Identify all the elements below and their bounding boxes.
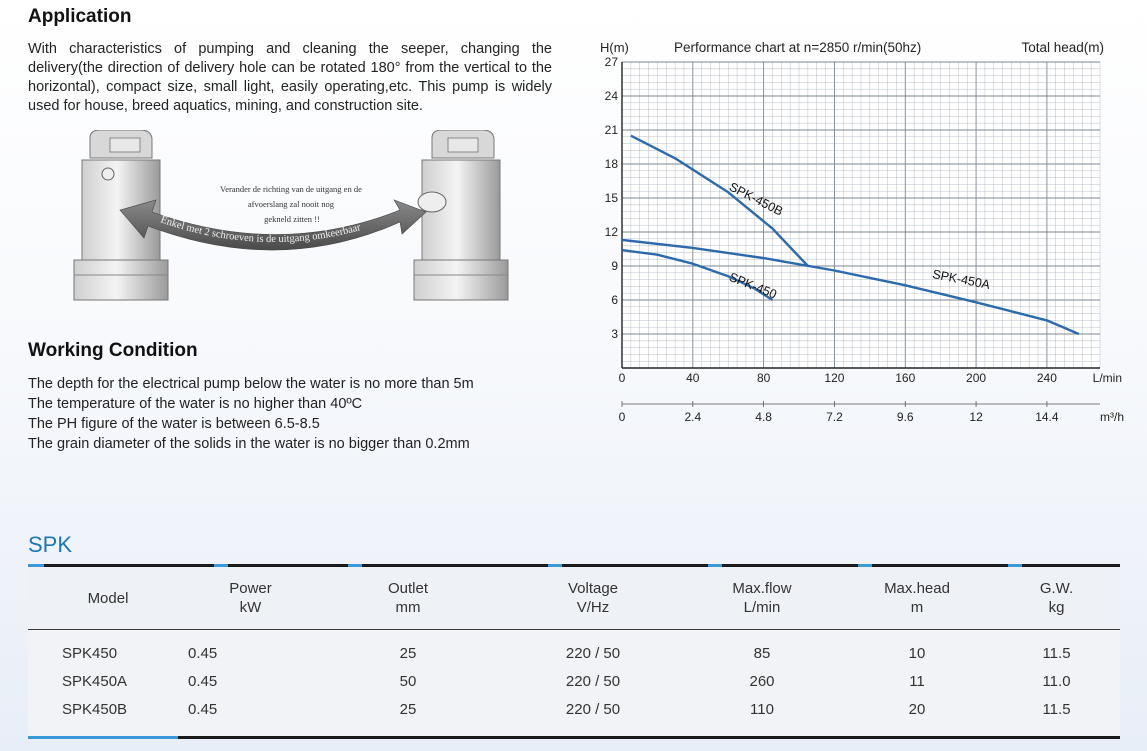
cell-model: SPK450 xyxy=(62,644,118,662)
col-max-head: Max.head m xyxy=(884,580,950,616)
pump-illustration: Enkel met 2 schroeven is de uitgang omke… xyxy=(73,130,509,301)
y-tick-label: 9 xyxy=(611,259,618,273)
cell-power: 0.45 xyxy=(188,644,218,662)
col-voltage: Voltage V/Hz xyxy=(567,580,619,616)
working-item: The PH figure of the water is between 6.… xyxy=(28,416,320,432)
note-line-3: gekneld zitten !! xyxy=(264,214,320,224)
col-power: Power kW xyxy=(229,580,272,616)
col-gw: G.W. kg xyxy=(1039,580,1074,616)
cell-model: SPK450B xyxy=(62,700,128,718)
cell-gw: 11.0 xyxy=(1042,672,1071,690)
x-tick-label: 0 xyxy=(619,371,626,385)
y-tick-label: 27 xyxy=(605,55,619,69)
working-item: The grain diameter of the solids in the … xyxy=(28,436,470,452)
y-tick-label: 24 xyxy=(605,89,619,103)
x-tick-label: 80 xyxy=(757,371,771,385)
series-line-spk-450 xyxy=(621,248,774,302)
table-header-band xyxy=(28,567,1120,629)
table-title: SPK xyxy=(28,532,73,557)
cell-voltage: 220 / 50 xyxy=(565,672,621,690)
y-tick-label: 18 xyxy=(605,157,619,171)
cell-gw: 11.5 xyxy=(1042,700,1071,718)
chart-title: Performance chart at n=2850 r/min(50hz) xyxy=(674,40,921,55)
cell-outlet: 25 xyxy=(399,700,417,718)
x2-tick-label: 4.8 xyxy=(755,410,772,424)
cell-max-flow: 85 xyxy=(753,644,771,662)
table-header-row: Model Power kW Outlet mm Voltage V/Hz Max.f… xyxy=(28,567,1120,629)
x2-axis-label: m³/h xyxy=(1100,410,1124,424)
pump-right-image xyxy=(413,130,509,301)
cell-voltage: 220 / 50 xyxy=(565,644,621,662)
cell-voltage: 220 / 50 xyxy=(565,700,621,718)
cell-max-head: 20 xyxy=(908,700,926,718)
y-tick-label: 3 xyxy=(611,327,618,341)
cell-gw: 11.5 xyxy=(1042,644,1071,662)
x2-tick-label: 2.4 xyxy=(684,410,701,424)
x-tick-label: 120 xyxy=(824,371,844,385)
series-line-spk-450b xyxy=(630,134,809,267)
x-tick-label: 240 xyxy=(1037,371,1057,385)
table-body-band xyxy=(28,630,1120,736)
working-item: The depth for the electrical pump below … xyxy=(28,376,474,392)
chart-ylabel: H(m) xyxy=(600,40,629,55)
note-line-2: afvoerslang zal nooit nog xyxy=(248,199,335,209)
x-tick-label: 40 xyxy=(686,371,700,385)
cell-outlet: 25 xyxy=(399,644,417,662)
y-tick-label: 15 xyxy=(605,191,619,205)
table-header-rule xyxy=(28,629,1120,630)
application-heading: Application xyxy=(28,6,132,27)
x2-tick-label: 12 xyxy=(969,410,983,424)
col-outlet: Outlet mm xyxy=(387,580,429,616)
rotate-arrow-icon xyxy=(119,199,427,251)
working-heading: Working Condition xyxy=(28,340,198,361)
note-line-1: Verander de richting van de uitgang en d… xyxy=(220,184,362,194)
application-text: With characteristics of pumping and clea… xyxy=(28,41,552,114)
svg-text:Verander de richting van de ui: Verander de richting van de uitgang en d… xyxy=(220,184,364,224)
col-max-flow: Max.flow L/min xyxy=(732,580,792,616)
working-list: The depth for the electrical pump below … xyxy=(28,374,474,454)
table-row: SPK450 0.45 25 220 / 50 85 10 11.5 xyxy=(28,629,1120,667)
cell-max-head: 10 xyxy=(908,644,926,662)
working-item: The temperature of the water is no highe… xyxy=(28,396,363,412)
x-axis-label: L/min xyxy=(1093,371,1122,385)
x2-tick-label: 14.4 xyxy=(1035,410,1059,424)
chart-ylabel-right: Total head(m) xyxy=(1021,40,1104,55)
x2-tick-label: 0 xyxy=(619,410,626,424)
x2-tick-label: 9.6 xyxy=(897,410,914,424)
series-line-spk-450a xyxy=(621,238,1080,336)
x-tick-label: 200 xyxy=(966,371,986,385)
spec-table: Model Power kW Outlet mm Voltage V/Hz Max.f… xyxy=(28,567,1120,723)
table-row: SPK450A 0.45 50 220 / 50 260 11 11.0 xyxy=(28,667,1120,695)
cell-model: SPK450A xyxy=(62,672,128,690)
cell-max-flow: 260 xyxy=(749,672,775,690)
cell-power: 0.45 xyxy=(188,700,218,718)
y-tick-label: 6 xyxy=(611,293,618,307)
cell-max-head: 11 xyxy=(909,672,925,690)
cell-outlet: 50 xyxy=(399,672,417,690)
col-model: Model xyxy=(87,589,129,607)
pump-left-image xyxy=(73,130,169,301)
performance-chart: H(m) Performance chart at n=2850 r/min(5… xyxy=(600,40,1124,424)
x2-tick-label: 7.2 xyxy=(826,410,843,424)
table-top-rule xyxy=(28,564,1120,567)
table-bottom-rule xyxy=(28,736,1120,739)
cell-power: 0.45 xyxy=(188,672,218,690)
table-row: SPK450B 0.45 25 220 / 50 110 20 11.5 xyxy=(28,695,1120,723)
y-tick-label: 21 xyxy=(605,123,619,137)
y-tick-label: 12 xyxy=(605,225,619,239)
cell-max-flow: 110 xyxy=(750,700,774,718)
x-tick-label: 160 xyxy=(895,371,915,385)
